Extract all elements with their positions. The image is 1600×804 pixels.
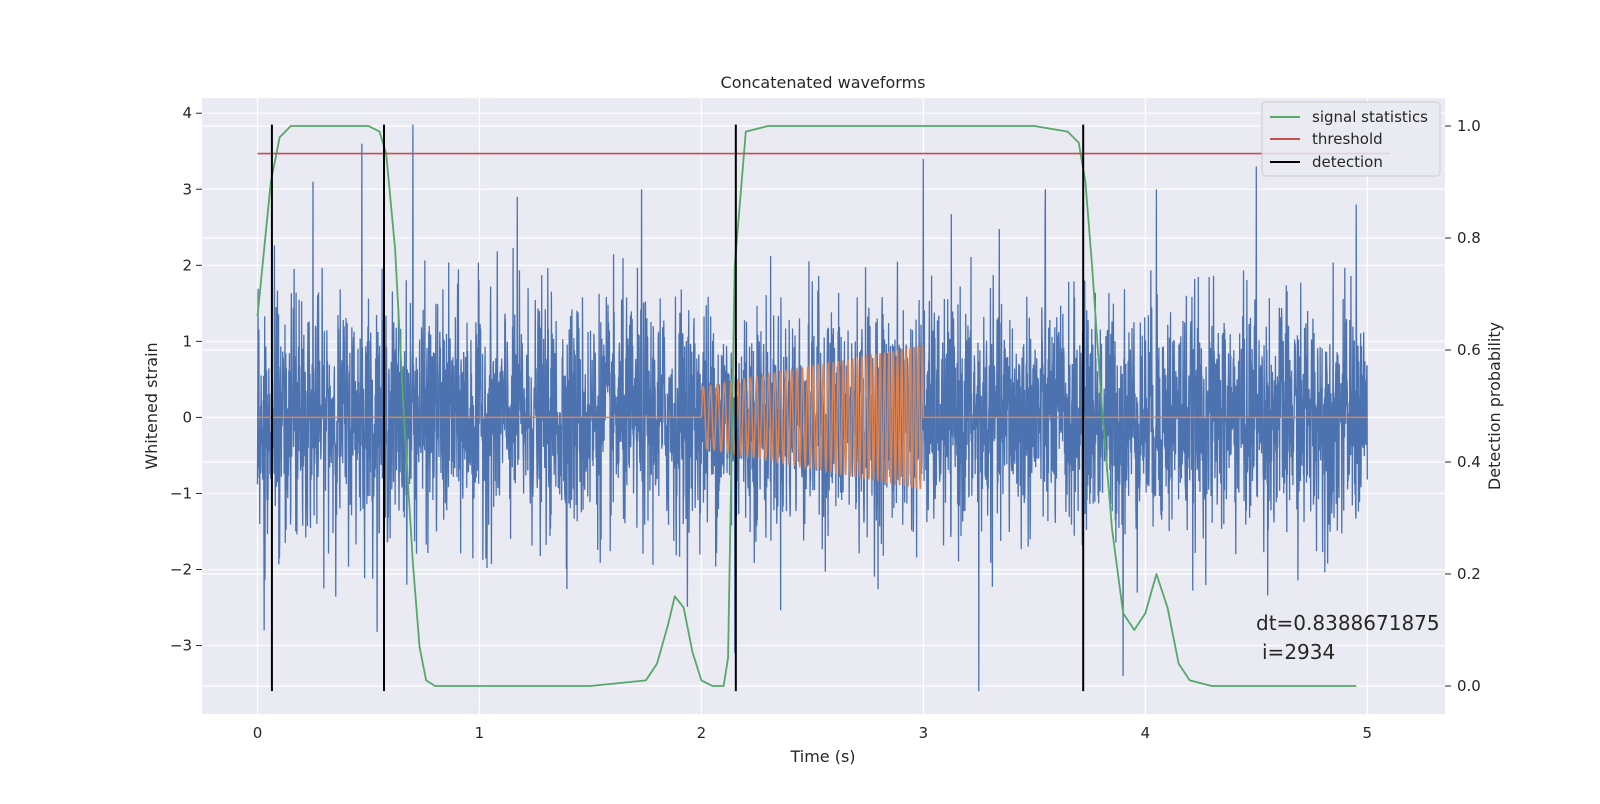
y2-axis-label: Detection probability — [1485, 322, 1504, 490]
x-tick-label: 0 — [253, 724, 263, 742]
legend-label-signal-statistics: signal statistics — [1312, 108, 1428, 126]
annotation: dt=0.8388671875 i=2934 — [1256, 611, 1440, 664]
y2-tick-label: 0.4 — [1457, 453, 1481, 471]
x-tick-label: 1 — [475, 724, 485, 742]
y2-tick-label: 1.0 — [1457, 117, 1481, 135]
annotation-dt: dt=0.8388671875 — [1256, 611, 1440, 635]
legend-label-detection: detection — [1312, 153, 1383, 171]
signal-statistics-line — [256, 125, 1357, 687]
legend-box — [1261, 101, 1441, 177]
injection-series — [257, 345, 1368, 490]
y2-tick-label: 0.2 — [1457, 565, 1481, 583]
y-tick-label: −2 — [170, 561, 192, 579]
annotation-i: i=2934 — [1262, 640, 1335, 664]
y-tick-label: 1 — [182, 332, 192, 350]
noise-series — [256, 124, 1368, 692]
y-tick-label: 0 — [182, 408, 192, 426]
legend: signal statistics threshold detection — [1261, 101, 1441, 177]
series-layer — [256, 124, 1390, 692]
x-tick-label: 4 — [1141, 724, 1151, 742]
y-tick-label: −1 — [170, 484, 192, 502]
legend-label-threshold: threshold — [1312, 130, 1383, 148]
y2-tick-label: 0.8 — [1457, 229, 1481, 247]
x-axis-label: Time (s) — [789, 747, 855, 766]
y-tick-label: 2 — [182, 256, 192, 274]
x-tick-label: 2 — [697, 724, 707, 742]
ticks: 0 1 2 3 4 5 −3 −2 −1 0 1 2 3 4 0.0 0.2 0.4 0.6 0.8 1.0 — [170, 104, 1481, 742]
y-tick-label: 3 — [182, 180, 192, 198]
y2-tick-label: 0.0 — [1457, 677, 1481, 695]
y2-tick-label: 0.6 — [1457, 341, 1481, 359]
y-tick-label: −3 — [170, 637, 192, 655]
x-tick-label: 3 — [919, 724, 929, 742]
y-axis-label: Whitened strain — [142, 342, 161, 469]
chart-title: Concatenated waveforms — [721, 73, 926, 92]
x-tick-label: 5 — [1363, 724, 1373, 742]
y-tick-label: 4 — [182, 104, 192, 122]
